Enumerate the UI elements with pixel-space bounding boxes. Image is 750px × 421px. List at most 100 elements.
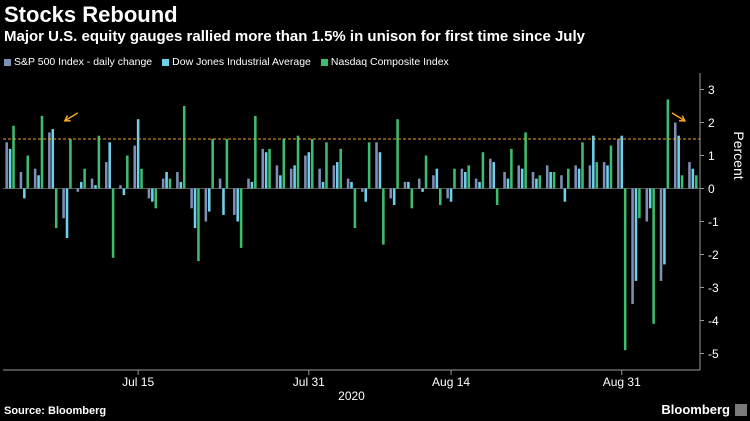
legend-swatch-nasdaq — [320, 58, 328, 66]
bar-nasdaq — [609, 145, 613, 189]
annotation-arrow-shaft — [671, 112, 686, 122]
bar-sp500 — [361, 188, 364, 192]
bar-nasdaq — [225, 139, 229, 189]
bar-dow — [592, 135, 595, 189]
bar-dow — [464, 172, 467, 189]
bar-nasdaq — [410, 188, 414, 209]
chart-subtitle: Major U.S. equity gauges rallied more th… — [4, 28, 585, 45]
bar-nasdaq — [197, 188, 200, 262]
legend-item-dow: Dow Jones Industrial Average — [162, 56, 311, 68]
bar-sp500 — [204, 188, 208, 222]
bar-dow — [663, 188, 666, 265]
legend-label-dow: Dow Jones Industrial Average — [172, 56, 311, 68]
bar-dow — [236, 188, 239, 222]
bar-nasdaq — [652, 188, 655, 324]
bar-dow — [307, 152, 311, 189]
y-tick-label: 0 — [708, 182, 715, 196]
bar-nasdaq — [83, 168, 86, 189]
bar-dow — [122, 188, 126, 196]
y-tick-label: 2 — [708, 116, 715, 130]
bar-dow — [193, 188, 197, 229]
bar-nasdaq — [254, 115, 257, 189]
bar-nasdaq — [339, 148, 342, 189]
bar-nasdaq — [140, 168, 143, 189]
legend-item-sp500: S&P 500 Index - daily change — [4, 56, 152, 68]
bar-nasdaq — [111, 188, 115, 258]
bar-dow — [634, 188, 638, 281]
bar-dow — [279, 175, 282, 189]
bar-dow — [350, 181, 353, 189]
bar-nasdaq — [282, 139, 286, 189]
bar-sp500 — [574, 165, 577, 189]
bar-dow — [577, 168, 581, 189]
bar-nasdaq — [638, 188, 641, 219]
bar-dow — [435, 168, 439, 189]
bar-sp500 — [133, 145, 136, 189]
bar-sp500 — [588, 165, 592, 189]
bar-sp500 — [659, 188, 663, 281]
bar-sp500 — [460, 168, 464, 189]
bar-nasdaq — [310, 139, 314, 189]
bar-sp500 — [503, 172, 506, 189]
y-tick-label: -1 — [708, 215, 719, 229]
bar-nasdaq — [695, 175, 698, 189]
bar-dow — [520, 168, 524, 189]
bar-dow — [250, 181, 254, 189]
bar-sp500 — [76, 188, 80, 192]
bar-dow — [449, 188, 453, 202]
bar-sp500 — [247, 178, 250, 189]
bar-sp500 — [90, 178, 94, 189]
chart-legend: S&P 500 Index - daily change Dow Jones I… — [4, 56, 449, 68]
bar-nasdaq — [69, 139, 72, 189]
bar-dow — [23, 188, 26, 199]
bar-dow — [136, 119, 140, 189]
bar-sp500 — [218, 178, 222, 189]
bar-dow — [392, 188, 396, 205]
bar-sp500 — [560, 175, 563, 189]
bar-sp500 — [474, 178, 478, 189]
bar-nasdaq — [623, 188, 627, 351]
bar-nasdaq — [367, 142, 371, 189]
bar-dow — [506, 178, 510, 189]
bar-nasdaq — [296, 135, 300, 189]
bar-sp500 — [318, 168, 321, 189]
bar-sp500 — [489, 158, 492, 189]
bar-sp500 — [104, 162, 108, 189]
legend-swatch-sp500 — [4, 58, 11, 66]
bar-nasdaq — [54, 188, 58, 229]
bar-sp500 — [389, 188, 393, 199]
bar-nasdaq — [182, 106, 186, 189]
bar-nasdaq — [396, 119, 399, 189]
bar-sp500 — [176, 172, 179, 189]
legend-swatch-dow — [162, 58, 170, 66]
bar-sp500 — [417, 178, 421, 189]
bar-sp500 — [304, 155, 307, 189]
bar-sp500 — [446, 188, 449, 199]
bar-nasdaq — [26, 155, 30, 189]
bar-sp500 — [233, 188, 236, 215]
bar-nasdaq — [268, 148, 271, 189]
x-tick-label: Jul 31 — [293, 375, 325, 389]
bar-nasdaq — [552, 172, 556, 189]
bar-dow — [478, 181, 481, 189]
bar-nasdaq — [495, 188, 499, 205]
bar-nasdaq — [581, 142, 584, 189]
bar-nasdaq — [538, 175, 542, 189]
bar-nasdaq — [453, 168, 456, 189]
bar-sp500 — [617, 139, 620, 189]
legend-label-nasdaq: Nasdaq Composite Index — [330, 56, 449, 68]
bar-sp500 — [48, 132, 51, 189]
bar-dow — [151, 188, 154, 202]
bar-dow — [378, 152, 382, 189]
bar-sp500 — [631, 188, 634, 304]
bar-sp500 — [275, 165, 279, 189]
y-tick-label: -4 — [708, 314, 719, 328]
bar-nasdaq — [567, 168, 570, 189]
annotation-arrow-shaft — [64, 112, 79, 122]
bar-dow — [65, 188, 69, 238]
y-tick-label: 3 — [708, 83, 715, 97]
bar-nasdaq — [325, 142, 328, 189]
bar-nasdaq — [680, 175, 684, 189]
annotation-arrow-head — [679, 115, 687, 122]
bar-dow — [421, 188, 424, 192]
